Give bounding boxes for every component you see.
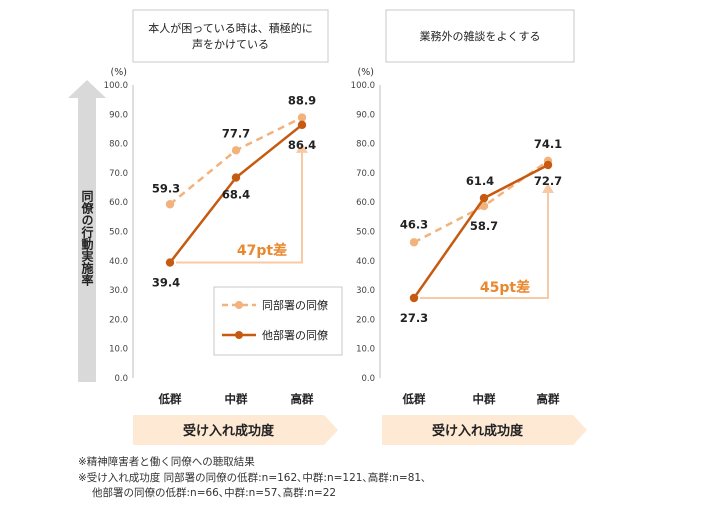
y-tick-label: 20.0 [109, 315, 128, 325]
gap-annotation: 45pt差 [480, 279, 530, 296]
y-tick-label: 100.0 [351, 81, 375, 91]
data-point [231, 173, 241, 182]
data-label: 46.3 [400, 217, 428, 231]
y-tick-label: 60.0 [109, 198, 128, 208]
legend-label: 同部署の同僚 [262, 298, 328, 312]
footnote-survey: ※精神障害者と働く同僚への聴取結果 [78, 456, 255, 468]
gap-annotation: 47pt差 [237, 242, 287, 259]
y-tick-label: 10.0 [109, 345, 128, 355]
y-axis-arrow: 同僚の行動実施率 [68, 80, 106, 382]
data-label: 39.4 [152, 276, 180, 290]
data-label: 72.7 [534, 174, 562, 188]
y-tick-label: 30.0 [109, 286, 128, 296]
y-tick-label: 0.0 [114, 374, 128, 384]
unit-label: (%) [111, 67, 127, 78]
y-tick-label: 80.0 [356, 140, 375, 150]
y-tick-label: 10.0 [356, 345, 375, 355]
chart-title-line-0: 本人が困っている時は、積極的に [148, 21, 312, 35]
x-category-label: 高群 [537, 392, 560, 406]
unit-label: (%) [358, 67, 374, 78]
x-axis-banner-label: 受け入れ成功度 [432, 423, 524, 439]
data-label: 27.3 [400, 311, 428, 325]
y-axis-label: 同僚の行動実施率 [80, 190, 94, 287]
chart-title-box [385, 9, 575, 63]
y-tick-label: 20.0 [356, 315, 375, 325]
y-tick-label: 0.0 [361, 374, 375, 384]
data-label: 74.1 [534, 137, 562, 151]
y-tick-label: 60.0 [356, 198, 375, 208]
y-tick-label: 100.0 [104, 81, 128, 91]
y-tick-label: 70.0 [356, 169, 375, 179]
y-tick-label: 30.0 [356, 286, 375, 296]
x-axis-banner [133, 415, 338, 445]
data-point [297, 120, 307, 130]
data-point [165, 200, 175, 209]
legend-label: 他部署の同僚 [262, 328, 328, 342]
y-tick-label: 70.0 [109, 169, 128, 179]
chart-title-line-1: 声をかけている [192, 37, 269, 51]
gap-arrow-head [296, 142, 308, 153]
data-label: 58.7 [470, 219, 498, 233]
data-point [231, 146, 241, 155]
data-label: 77.7 [222, 126, 250, 140]
y-tick-label: 90.0 [109, 110, 128, 120]
x-category-label: 高群 [291, 392, 314, 406]
y-tick-label: 80.0 [109, 140, 128, 150]
y-tick-label: 40.0 [109, 257, 128, 267]
gap-arrow-head [542, 182, 554, 193]
data-label: 68.4 [222, 188, 250, 202]
legend-swatch-marker [235, 331, 243, 339]
data-point [165, 258, 175, 267]
x-category-label: 低群 [402, 392, 426, 406]
chart-panel-right: 業務外の雑談をよくする (%) 0.0 10.0 20.0 30.0 40.0 50.0 60.… [351, 9, 587, 445]
data-point [479, 201, 489, 211]
footnote-sample-size-same: ※受け入れ成功度 同部署の同僚の低群:n=162､中群:n=121､高群:n=8… [78, 472, 427, 484]
legend-box [213, 286, 343, 356]
y-tick-label: 50.0 [109, 228, 128, 238]
data-point [409, 293, 419, 303]
data-label: 59.3 [152, 181, 180, 195]
x-axis-banner-label: 受け入れ成功度 [183, 423, 275, 439]
data-label: 88.9 [288, 94, 316, 108]
data-point [297, 113, 307, 122]
data-point [543, 160, 553, 170]
x-category-label: 低群 [158, 392, 182, 406]
x-category-label: 中群 [225, 392, 248, 406]
legend-swatch-marker [235, 301, 243, 309]
data-point [479, 193, 489, 203]
y-tick-label: 90.0 [356, 110, 375, 120]
chart-title-box [132, 9, 329, 63]
data-label: 86.4 [288, 138, 316, 152]
chart-title-line-0: 業務外の雑談をよくする [420, 29, 541, 43]
x-axis-banner [382, 415, 587, 445]
footnote-sample-size-other: 他部署の同僚の低群:n=66､中群:n=57､高群:n=22 [92, 487, 337, 499]
data-point [409, 238, 419, 247]
data-label: 61.4 [466, 174, 494, 188]
y-tick-label: 40.0 [356, 257, 375, 267]
gap-arrow-line [420, 186, 549, 300]
x-category-label: 中群 [473, 392, 496, 406]
y-tick-label: 50.0 [356, 228, 375, 238]
gap-arrow-line [176, 146, 303, 264]
